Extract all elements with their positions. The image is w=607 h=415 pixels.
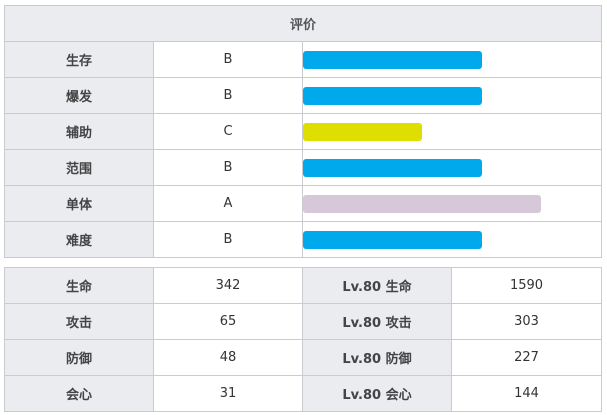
rating-bar <box>303 122 422 141</box>
stats-row: 攻击 65 Lv.80 攻击 303 <box>4 303 602 340</box>
rating-grade: C <box>153 113 303 150</box>
rating-bar-cell <box>301 113 603 150</box>
stat-value: 48 <box>153 339 303 376</box>
stat-label: 生命 <box>4 267 154 304</box>
stats-row: 防御 48 Lv.80 防御 227 <box>4 339 602 376</box>
stat-lv80-label: Lv.80 会心 <box>302 375 452 412</box>
stat-lv80-value: 227 <box>451 339 602 376</box>
rating-label: 单体 <box>4 185 154 222</box>
rating-label: 范围 <box>4 149 154 186</box>
stats-row: 生命 342 Lv.80 生命 1590 <box>4 267 602 304</box>
rating-label: 爆发 <box>4 77 154 114</box>
rating-grade: B <box>153 149 303 186</box>
rating-grade: B <box>153 77 303 114</box>
rating-header: 评价 <box>3 5 603 42</box>
rating-grade: B <box>153 221 303 258</box>
rating-bar <box>303 86 482 105</box>
rating-bar-cell <box>301 41 603 78</box>
rating-bar <box>303 194 541 213</box>
rating-label: 生存 <box>4 41 154 78</box>
rating-row: 范围 B <box>4 149 603 186</box>
rating-grade: B <box>153 41 303 78</box>
rating-row: 辅助 C <box>4 113 603 150</box>
rating-table: 评价 生存 B 爆发 B 辅助 C 范围 B 单体 A 难度 B <box>3 5 603 258</box>
rating-grade: A <box>153 185 303 222</box>
rating-row: 难度 B <box>4 221 603 258</box>
stats-table: 生命 342 Lv.80 生命 1590 攻击 65 Lv.80 攻击 303 … <box>4 267 602 412</box>
stats-row: 会心 31 Lv.80 会心 144 <box>4 375 602 412</box>
stat-lv80-value: 303 <box>451 303 602 340</box>
stat-lv80-label: Lv.80 生命 <box>302 267 452 304</box>
stat-label: 防御 <box>4 339 154 376</box>
rating-label: 难度 <box>4 221 154 258</box>
stat-value: 65 <box>153 303 303 340</box>
stat-label: 会心 <box>4 375 154 412</box>
rating-row: 爆发 B <box>4 77 603 114</box>
rating-bar-cell <box>301 77 603 114</box>
rating-bar-cell <box>301 221 603 258</box>
stat-value: 31 <box>153 375 303 412</box>
rating-row: 单体 A <box>4 185 603 222</box>
rating-label: 辅助 <box>4 113 154 150</box>
rating-header-row: 评价 <box>3 5 603 42</box>
stat-lv80-label: Lv.80 防御 <box>302 339 452 376</box>
stat-lv80-label: Lv.80 攻击 <box>302 303 452 340</box>
stat-label: 攻击 <box>4 303 154 340</box>
rating-bar-cell <box>301 149 603 186</box>
stat-value: 342 <box>153 267 303 304</box>
stat-lv80-value: 144 <box>451 375 602 412</box>
rating-bar <box>303 230 482 249</box>
rating-row: 生存 B <box>4 41 603 78</box>
rating-bar <box>303 50 482 69</box>
rating-bar <box>303 158 482 177</box>
stat-lv80-value: 1590 <box>451 267 602 304</box>
rating-bar-cell <box>301 185 603 222</box>
